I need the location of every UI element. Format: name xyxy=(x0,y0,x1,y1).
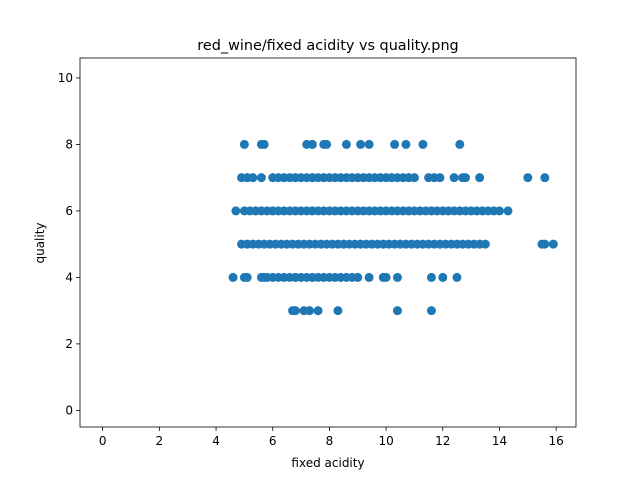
scatter-point xyxy=(364,272,374,282)
y-axis-label: quality xyxy=(33,222,47,263)
scatter-point xyxy=(494,206,504,216)
scatter-point xyxy=(364,139,374,149)
x-tick-label: 8 xyxy=(326,434,334,448)
scatter-point xyxy=(242,272,252,282)
scatter-point xyxy=(438,272,448,282)
scatter-point xyxy=(231,206,241,216)
scatter-point xyxy=(409,173,419,183)
scatter-point xyxy=(307,139,317,149)
scatter-point xyxy=(452,272,462,282)
scatter-point xyxy=(475,173,485,183)
y-tick-label: 6 xyxy=(65,204,73,218)
scatter-point xyxy=(449,173,459,183)
scatter-point xyxy=(239,139,249,149)
scatter-point xyxy=(290,306,300,316)
scatter-point xyxy=(540,239,550,249)
x-tick-label: 0 xyxy=(99,434,107,448)
y-tick-label: 8 xyxy=(65,137,73,151)
scatter-point xyxy=(523,173,533,183)
scatter-point xyxy=(353,272,363,282)
x-tick-label: 14 xyxy=(492,434,507,448)
y-tick-label: 4 xyxy=(65,270,73,284)
scatter-point xyxy=(392,306,402,316)
y-tick-label: 2 xyxy=(65,337,73,351)
scatter-point xyxy=(356,139,366,149)
scatter-point xyxy=(322,139,332,149)
x-axis-label: fixed acidity xyxy=(291,456,364,470)
plot-frame xyxy=(79,57,577,428)
x-tick-label: 6 xyxy=(269,434,277,448)
scatter-point xyxy=(390,139,400,149)
scatter-point xyxy=(455,139,465,149)
chart-title: red_wine/fixed acidity vs quality.png xyxy=(197,38,458,54)
x-tick-label: 12 xyxy=(435,434,450,448)
scatter-point xyxy=(248,173,258,183)
scatter-point xyxy=(548,239,558,249)
scatter-point xyxy=(313,306,323,316)
scatter-point xyxy=(381,272,391,282)
scatter-point xyxy=(418,139,428,149)
scatter-point xyxy=(540,173,550,183)
scatter-point xyxy=(460,173,470,183)
x-tick-label: 2 xyxy=(156,434,164,448)
x-tick-label: 10 xyxy=(378,434,393,448)
scatter-point xyxy=(259,139,269,149)
y-tick-label: 10 xyxy=(58,71,73,85)
scatter-point xyxy=(392,272,402,282)
scatter-point xyxy=(305,306,315,316)
scatter-point xyxy=(341,139,351,149)
scatter-point xyxy=(503,206,513,216)
scatter-point xyxy=(333,306,343,316)
scatter-point xyxy=(256,173,266,183)
scatter-point xyxy=(435,173,445,183)
scatter-point xyxy=(426,272,436,282)
scatter-point xyxy=(228,272,238,282)
x-tick-label: 16 xyxy=(549,434,564,448)
y-tick-label: 0 xyxy=(65,403,73,417)
scatter-point xyxy=(480,239,490,249)
x-tick-label: 4 xyxy=(212,434,220,448)
scatter-point xyxy=(426,306,436,316)
scatter-point xyxy=(401,139,411,149)
